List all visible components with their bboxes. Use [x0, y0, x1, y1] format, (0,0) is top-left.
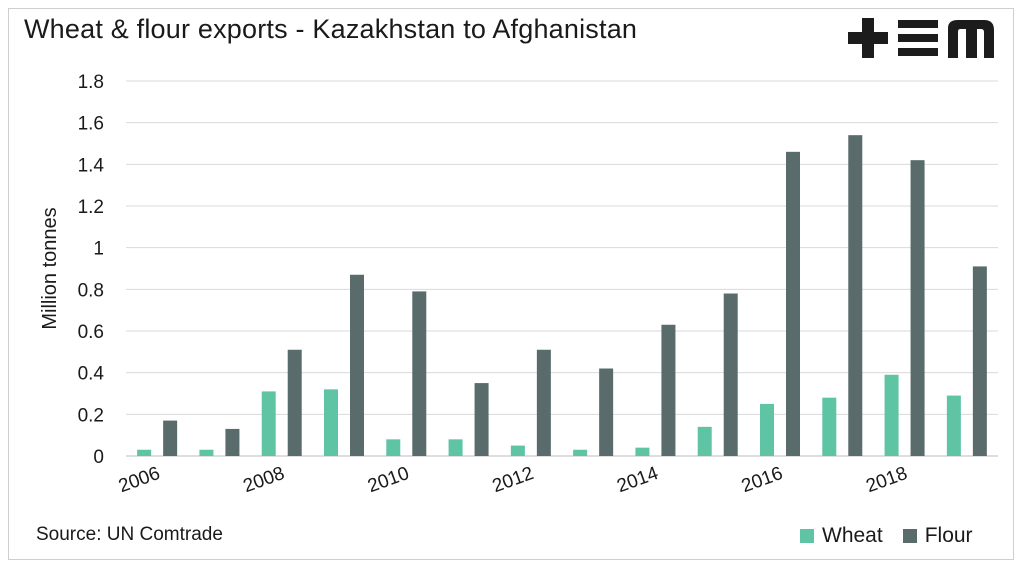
bar-flour-2006 [163, 420, 178, 456]
legend-label: Wheat [822, 524, 883, 547]
y-axis-label: Million tonnes [39, 207, 61, 329]
x-tick-label: 2014 [614, 463, 661, 497]
tem-logo-bar-2 [898, 34, 938, 42]
y-tick-label: 0.6 [78, 322, 104, 343]
bar-wheat-2011 [448, 439, 463, 456]
bar-flour-2019 [972, 266, 987, 456]
y-tick-label: 0 [93, 447, 104, 468]
bar-wheat-2012 [510, 445, 525, 456]
y-tick-label: 1 [93, 239, 104, 260]
bar-wheat-2014 [635, 447, 650, 456]
bar-wheat-2019 [946, 395, 961, 456]
x-tick-label: 2006 [116, 463, 163, 497]
bar-flour-2007 [225, 428, 240, 456]
tem-logo-bar-3 [898, 48, 938, 56]
source-note: Source: UN Comtrade [36, 524, 223, 545]
bar-flour-2018 [910, 160, 925, 456]
x-tick-label: 2012 [490, 463, 537, 497]
y-tick-label: 0.8 [78, 280, 104, 301]
bar-flour-2012 [536, 349, 551, 456]
x-tick-label: 2016 [739, 463, 786, 497]
chart-frame [8, 8, 1014, 560]
legend-swatch [800, 529, 814, 543]
chart-title: Wheat & flour exports - Kazakhstan to Af… [24, 14, 638, 44]
bar-flour-2010 [412, 291, 427, 456]
bar-wheat-2013 [573, 449, 588, 456]
bar-flour-2013 [599, 368, 614, 456]
bar-wheat-2008 [261, 391, 276, 456]
chart-legend: Wheat Flour [800, 524, 973, 548]
bar-wheat-2016 [760, 403, 774, 456]
x-tick-label: 2008 [241, 463, 288, 497]
tem-logo-plus-bar-v [862, 18, 874, 58]
bar-flour-2017 [848, 135, 863, 456]
legend-swatch [902, 529, 917, 543]
bar-wheat-2009 [324, 389, 338, 456]
y-tick-label: 1.6 [78, 114, 104, 135]
bar-flour-2014 [661, 324, 676, 456]
bar-wheat-2015 [697, 426, 712, 456]
y-tick-label: 1.8 [78, 72, 104, 93]
legend-label: Flour [924, 524, 973, 547]
bar-wheat-2018 [884, 374, 899, 456]
y-tick-label: 0.4 [78, 364, 105, 385]
bar-flour-2011 [474, 383, 489, 456]
tem-logo-m [948, 20, 994, 58]
bar-wheat-2010 [386, 439, 401, 456]
bar-flour-2009 [350, 274, 364, 456]
bar-flour-2016 [786, 151, 800, 457]
bar-flour-2015 [723, 293, 738, 456]
legend-item-wheat: Wheat [800, 524, 883, 548]
y-tick-label: 0.2 [78, 405, 104, 426]
tem-logo-icon [848, 18, 994, 58]
x-tick-label: 2018 [863, 463, 910, 497]
bar-wheat-2007 [199, 449, 214, 456]
bar-wheat-2006 [137, 449, 152, 456]
bar-flour-2008 [287, 349, 302, 456]
y-tick-label: 1.2 [78, 197, 104, 218]
x-tick-label: 2010 [365, 463, 412, 497]
bar-wheat-2017 [822, 397, 837, 456]
tem-logo-bar-1 [898, 20, 938, 28]
legend-item-flour: Flour [902, 524, 973, 548]
y-tick-label: 1.4 [78, 155, 105, 176]
